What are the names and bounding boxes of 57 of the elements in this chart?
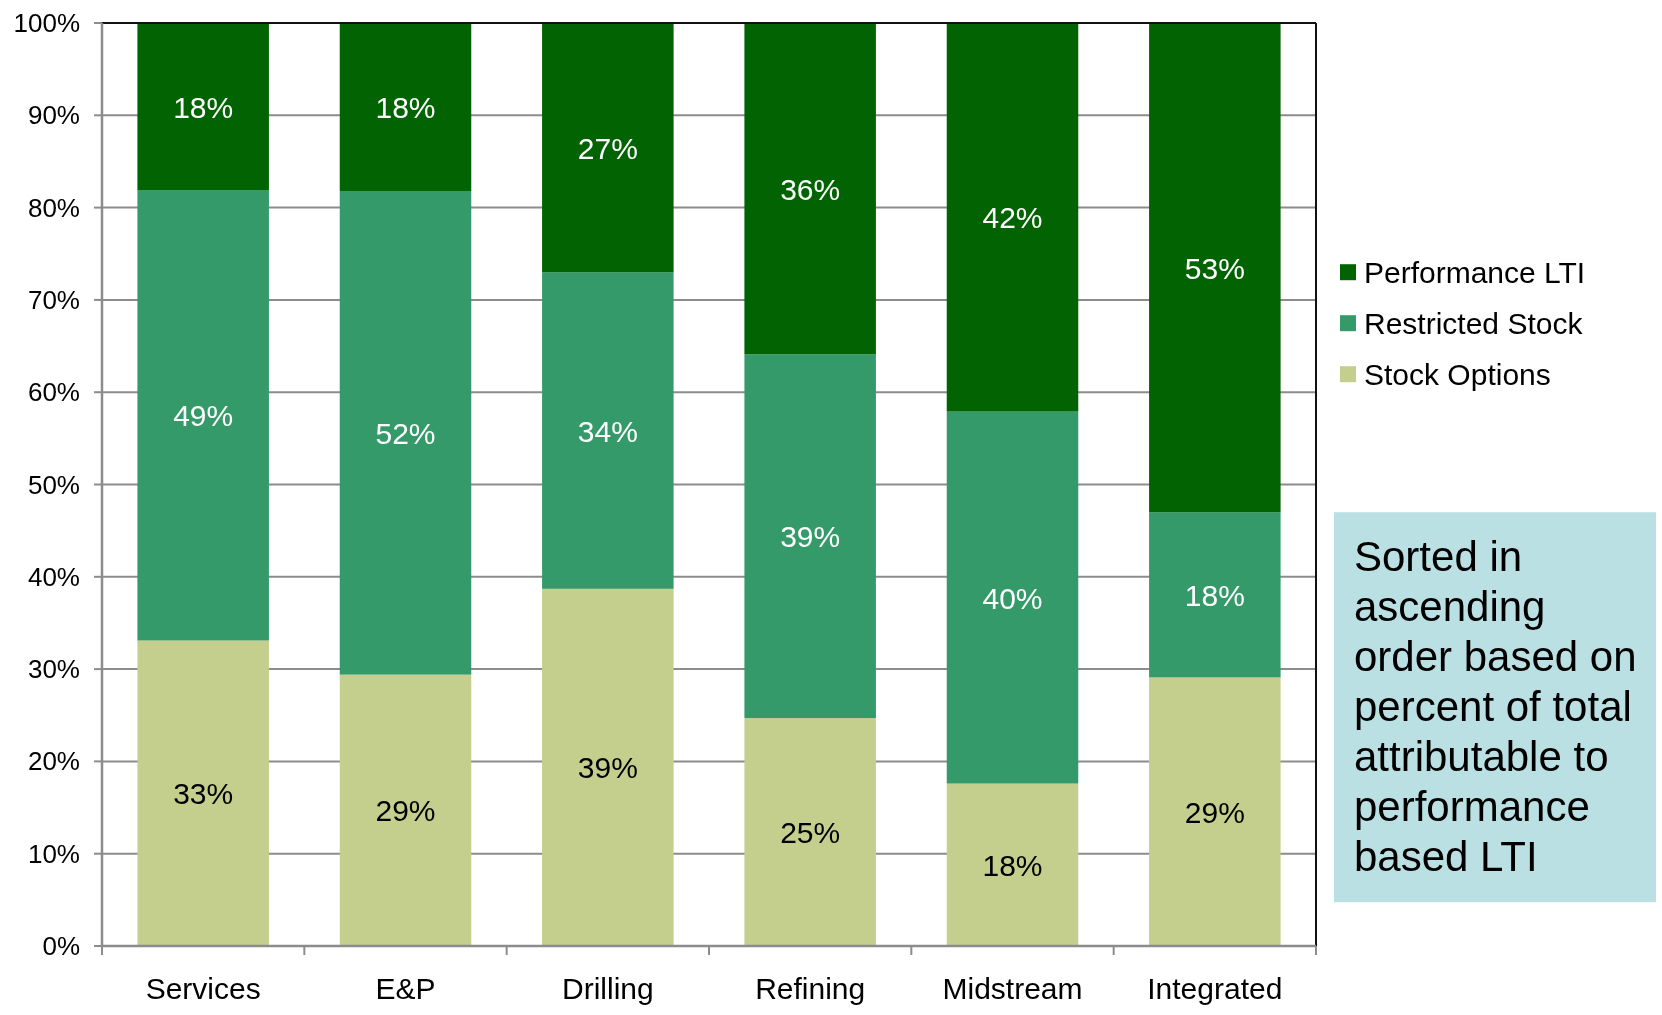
bar xyxy=(339,190,472,675)
data-label: 18% xyxy=(982,848,1043,882)
x-tick-label: Drilling xyxy=(561,971,654,1005)
data-label: 27% xyxy=(577,131,638,165)
y-tick-label: 10% xyxy=(27,838,80,869)
bar xyxy=(946,23,1079,412)
data-label: 18% xyxy=(375,90,436,124)
bar xyxy=(137,190,269,641)
data-label: 34% xyxy=(577,414,638,447)
bar xyxy=(542,23,674,273)
data-label: 29% xyxy=(375,793,436,827)
data-label: 39% xyxy=(577,750,638,784)
bar xyxy=(542,588,674,946)
data-label: 33% xyxy=(173,776,234,810)
bar xyxy=(1149,677,1281,946)
x-tick-label: Refining xyxy=(755,971,866,1005)
data-label: 29% xyxy=(1184,795,1245,829)
legend-label: Performance LTI xyxy=(1364,255,1586,289)
bar xyxy=(542,272,674,589)
data-label: 49% xyxy=(173,398,234,432)
y-tick-label: 0% xyxy=(42,931,80,961)
data-label: 18% xyxy=(173,90,234,124)
bar xyxy=(744,718,876,946)
bar xyxy=(137,640,269,946)
bar xyxy=(1149,23,1281,513)
x-tick-label: Midstream xyxy=(942,971,1083,1005)
data-label: 52% xyxy=(375,416,436,450)
text: Sorted in ascending order based on percent of total attributable to performance based LTI xyxy=(1354,532,1637,880)
data-label: 40% xyxy=(982,581,1043,615)
legend-label: Restricted Stock xyxy=(1364,306,1584,340)
data-label: 18% xyxy=(1184,578,1245,612)
x-tick-label: E&P xyxy=(375,971,436,1005)
bar xyxy=(744,354,876,719)
x-tick-label: Integrated xyxy=(1147,971,1283,1005)
bar xyxy=(339,674,472,946)
y-tick-label: 40% xyxy=(27,561,80,592)
data-label: 42% xyxy=(982,200,1043,234)
bar xyxy=(946,411,1079,784)
y-tick-label: 30% xyxy=(27,654,80,685)
legend-label: Stock Options xyxy=(1364,357,1551,391)
x-tick-label: Services xyxy=(145,971,261,1005)
data-label: 36% xyxy=(780,172,841,206)
bar xyxy=(744,23,876,355)
y-tick-label: 70% xyxy=(27,284,80,315)
y-tick-label: 50% xyxy=(27,469,80,500)
y-tick-label: 20% xyxy=(27,746,80,777)
bar xyxy=(137,23,269,191)
data-label: 25% xyxy=(780,815,841,849)
y-tick-label: 80% xyxy=(27,192,80,223)
bar xyxy=(1149,512,1281,678)
y-tick-label: 90% xyxy=(27,100,80,131)
data-label: 53% xyxy=(1184,251,1245,285)
bar xyxy=(946,783,1079,946)
bar xyxy=(339,23,472,191)
y-tick-label: 60% xyxy=(27,377,80,408)
data-label: 39% xyxy=(780,519,841,553)
y-tick-label: 100% xyxy=(13,8,80,38)
